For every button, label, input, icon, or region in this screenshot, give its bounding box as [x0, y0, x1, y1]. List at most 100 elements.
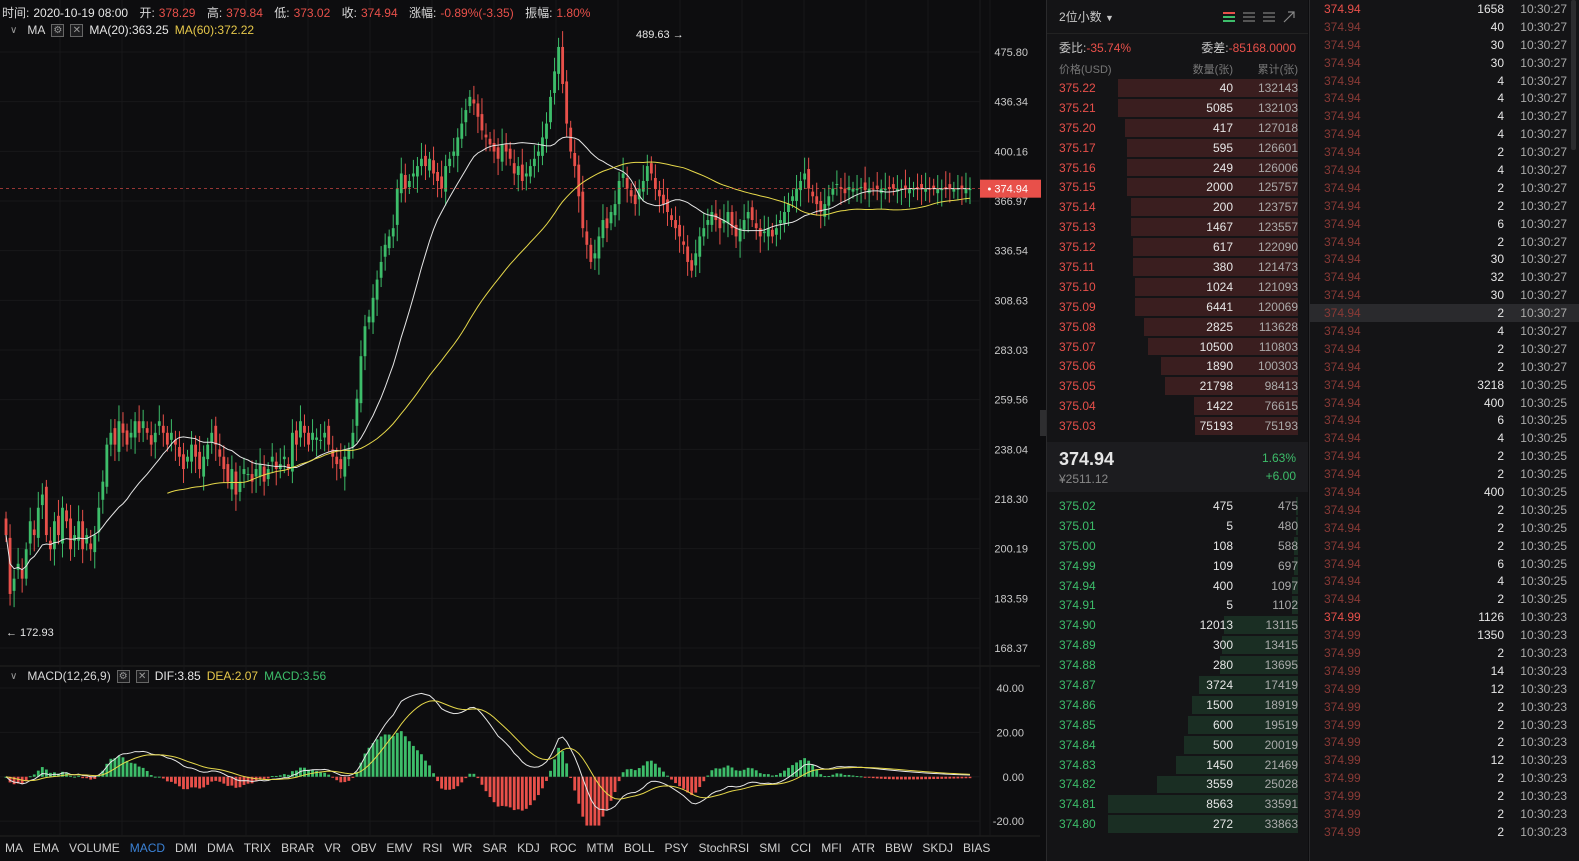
macd-histogram-bar: [77, 775, 81, 777]
ask-row[interactable]: 375.17 595 126601: [1047, 138, 1308, 158]
tab-ma[interactable]: MA: [5, 841, 23, 855]
tab-macd[interactable]: MACD: [129, 841, 166, 855]
tab-bias[interactable]: BIAS: [963, 841, 991, 855]
bids-view-icon[interactable]: [1242, 11, 1256, 23]
ma60-value: MA(60):372.22: [174, 23, 255, 37]
tab-rsi[interactable]: RSI: [422, 841, 443, 855]
collapse-left-handle[interactable]: [1040, 410, 1046, 436]
macd-histogram-bar: [327, 774, 331, 777]
bid-row[interactable]: 375.02 475 475: [1047, 496, 1308, 516]
gear-icon[interactable]: ⚙: [51, 23, 65, 37]
expand-icon[interactable]: [1282, 10, 1296, 23]
tab-kdj[interactable]: KDJ: [517, 841, 540, 855]
kline-chart-canvas[interactable]: 475.80 436.34 400.16 366.97 336.54 308.63 283.…: [0, 0, 1046, 861]
bid-row[interactable]: 374.89 300 13415: [1047, 635, 1308, 655]
trades-scrollbar[interactable]: [1571, 0, 1576, 150]
candle-body: [129, 432, 133, 438]
ask-row[interactable]: 375.03 75193 75193: [1047, 416, 1308, 436]
bid-row[interactable]: 374.82 3559 25028: [1047, 775, 1308, 795]
depth-bar: [1130, 198, 1298, 217]
candle-body: [307, 432, 310, 445]
ask-row[interactable]: 375.08 2825 113628: [1047, 317, 1308, 337]
ask-row[interactable]: 375.20 417 127018: [1047, 118, 1308, 138]
tab-obv[interactable]: OBV: [351, 841, 377, 855]
tab-psy[interactable]: PSY: [664, 841, 689, 855]
macd-histogram-bar: [319, 772, 323, 777]
tab-stochrsi[interactable]: StochRSI: [698, 841, 750, 855]
ask-row[interactable]: 375.14 200 123757: [1047, 197, 1308, 217]
tab-volume[interactable]: VOLUME: [69, 841, 120, 855]
tab-vr[interactable]: VR: [324, 841, 342, 855]
macd-histogram-bar: [391, 736, 395, 777]
close-icon[interactable]: ✕: [135, 669, 149, 683]
ask-row[interactable]: 375.06 1890 100303: [1047, 356, 1308, 376]
asks-view-icon[interactable]: [1262, 11, 1276, 23]
bid-row[interactable]: 374.88 280 13695: [1047, 655, 1308, 675]
bid-row[interactable]: 374.84 500 20019: [1047, 735, 1308, 755]
tab-cci[interactable]: CCI: [790, 841, 812, 855]
tab-mtm[interactable]: MTM: [586, 841, 614, 855]
ask-row[interactable]: 375.16 249 126006: [1047, 158, 1308, 178]
ask-row[interactable]: 375.05 21798 98413: [1047, 376, 1308, 396]
candle-body: [944, 187, 948, 189]
precision-select[interactable]: 2位小数 ▼: [1059, 10, 1114, 24]
tab-mfi[interactable]: MFI: [821, 841, 842, 855]
tab-emv[interactable]: EMV: [386, 841, 413, 855]
ask-row[interactable]: 375.21 5085 132103: [1047, 98, 1308, 118]
tab-smi[interactable]: SMI: [759, 841, 781, 855]
bid-row[interactable]: 374.90 12013 13115: [1047, 615, 1308, 635]
tab-dmi[interactable]: DMI: [175, 841, 198, 855]
bid-row[interactable]: 375.00 108 588: [1047, 536, 1308, 556]
bid-row[interactable]: 374.99 109 697: [1047, 556, 1308, 576]
gear-icon[interactable]: ⚙: [116, 669, 130, 683]
chevron-down-icon[interactable]: ∨: [10, 670, 18, 682]
tab-brar[interactable]: BRAR: [281, 841, 315, 855]
bid-row[interactable]: 374.81 8563 33591: [1047, 794, 1308, 814]
depth-bar: [1191, 695, 1298, 714]
macd-histogram-bar: [734, 770, 738, 777]
ask-row[interactable]: 375.12 617 122090: [1047, 237, 1308, 257]
ask-row[interactable]: 375.13 1467 123557: [1047, 217, 1308, 237]
candle-body: [214, 425, 218, 445]
ask-row[interactable]: 375.04 1422 76615: [1047, 396, 1308, 416]
tab-ema[interactable]: EMA: [33, 841, 60, 855]
chevron-down-icon[interactable]: ∨: [10, 24, 18, 36]
bid-row[interactable]: 374.94 400 1097: [1047, 576, 1308, 596]
tab-sar[interactable]: SAR: [482, 841, 508, 855]
bid-row[interactable]: 375.01 5 480: [1047, 516, 1308, 536]
trade-time: 10:30:23: [1520, 735, 1567, 750]
macd-histogram-bar: [581, 776, 585, 817]
bid-row[interactable]: 374.80 272 33863: [1047, 814, 1308, 834]
tab-atr[interactable]: ATR: [851, 841, 876, 855]
tab-boll[interactable]: BOLL: [623, 841, 655, 855]
bid-row[interactable]: 374.86 1500 18919: [1047, 695, 1308, 715]
candle-body: [621, 173, 625, 178]
both-sides-view-icon[interactable]: [1222, 11, 1236, 23]
ask-row[interactable]: 375.09 6441 120069: [1047, 297, 1308, 317]
macd-histogram-bar: [879, 776, 883, 779]
tab-roc[interactable]: ROC: [549, 841, 577, 855]
tab-bbw[interactable]: BBW: [885, 841, 913, 855]
bid-row[interactable]: 374.87 3724 17419: [1047, 675, 1308, 695]
bid-row[interactable]: 374.85 600 19519: [1047, 715, 1308, 735]
ask-row[interactable]: 375.11 380 121473: [1047, 257, 1308, 277]
candle-body: [182, 454, 185, 470]
trade-price: 374.94: [1324, 467, 1361, 482]
bid-row[interactable]: 374.91 5 1102: [1047, 595, 1308, 615]
ask-row[interactable]: 375.15 2000 125757: [1047, 177, 1308, 197]
macd-histogram-bar: [137, 766, 141, 777]
macd-histogram-bar: [589, 776, 593, 826]
trade-row: 374.99 1350 10:30:23: [1310, 626, 1579, 644]
ask-row[interactable]: 375.22 40 132143: [1047, 78, 1308, 98]
candle-body: [948, 184, 952, 189]
close-icon[interactable]: ✕: [70, 23, 84, 37]
candle-body: [738, 228, 742, 242]
kline-chart-panel[interactable]: 475.80 436.34 400.16 366.97 336.54 308.63 283.…: [0, 0, 1046, 861]
tab-trix[interactable]: TRIX: [243, 841, 272, 855]
tab-dma[interactable]: DMA: [207, 841, 234, 855]
ask-row[interactable]: 375.07 10500 110803: [1047, 337, 1308, 357]
ask-row[interactable]: 375.10 1024 121093: [1047, 277, 1308, 297]
tab-wr[interactable]: WR: [452, 841, 473, 855]
bid-row[interactable]: 374.83 1450 21469: [1047, 755, 1308, 775]
tab-skdj[interactable]: SKDJ: [922, 841, 954, 855]
